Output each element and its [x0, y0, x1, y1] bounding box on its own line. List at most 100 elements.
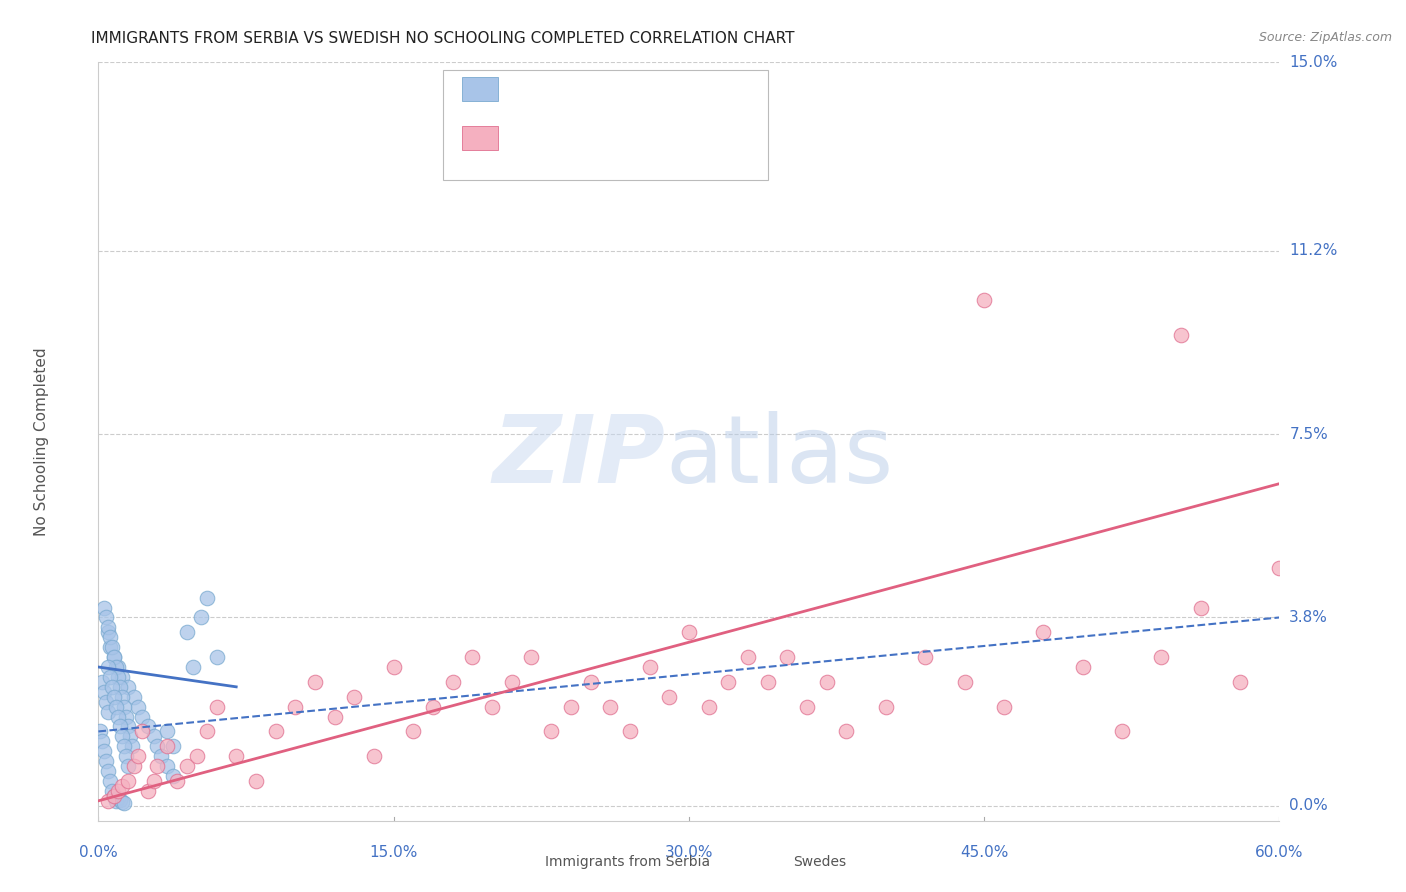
- Point: [156, 724, 179, 739]
- Point: [520, 650, 543, 665]
- Point: [97, 660, 120, 674]
- Point: [97, 764, 120, 778]
- Point: [111, 730, 134, 744]
- Point: [796, 699, 818, 714]
- Point: [111, 690, 134, 704]
- Point: [264, 724, 287, 739]
- Point: [1071, 660, 1094, 674]
- Point: [245, 774, 267, 789]
- Point: [776, 650, 799, 665]
- Point: [117, 680, 139, 694]
- Point: [108, 719, 131, 733]
- Text: Source: ZipAtlas.com: Source: ZipAtlas.com: [1258, 31, 1392, 45]
- Point: [121, 739, 143, 754]
- Point: [1170, 328, 1192, 343]
- Point: [93, 744, 115, 758]
- Point: [117, 759, 139, 773]
- Text: 7.5%: 7.5%: [1289, 426, 1329, 442]
- Point: [96, 695, 118, 709]
- Point: [717, 674, 740, 689]
- Point: [382, 660, 405, 674]
- Text: 45.0%: 45.0%: [960, 846, 1008, 861]
- Point: [225, 749, 247, 764]
- Point: [105, 794, 128, 808]
- Text: 0.0%: 0.0%: [79, 846, 118, 861]
- Point: [108, 793, 131, 807]
- Point: [1189, 600, 1212, 615]
- Text: R = 0.607: R = 0.607: [508, 131, 585, 145]
- Point: [98, 640, 121, 655]
- FancyBboxPatch shape: [758, 852, 789, 874]
- Point: [599, 699, 621, 714]
- Point: [195, 591, 218, 605]
- Point: [98, 774, 121, 789]
- Point: [127, 699, 149, 714]
- Point: [441, 674, 464, 689]
- Point: [107, 791, 129, 805]
- Point: [142, 774, 165, 789]
- Point: [815, 674, 838, 689]
- Point: [875, 699, 897, 714]
- Point: [176, 759, 198, 773]
- Point: [96, 754, 118, 768]
- Point: [146, 739, 169, 754]
- Point: [481, 699, 503, 714]
- Text: 15.0%: 15.0%: [370, 846, 418, 861]
- Point: [195, 724, 218, 739]
- Point: [402, 724, 425, 739]
- Point: [98, 670, 121, 684]
- Point: [103, 690, 125, 704]
- FancyBboxPatch shape: [512, 852, 543, 874]
- Point: [93, 600, 115, 615]
- Point: [97, 625, 120, 640]
- Point: [579, 674, 602, 689]
- Point: [304, 674, 326, 689]
- Point: [103, 789, 125, 803]
- Point: [105, 699, 128, 714]
- Point: [205, 699, 228, 714]
- Text: Swedes: Swedes: [793, 855, 846, 870]
- Text: IMMIGRANTS FROM SERBIA VS SWEDISH NO SCHOOLING COMPLETED CORRELATION CHART: IMMIGRANTS FROM SERBIA VS SWEDISH NO SCH…: [91, 31, 794, 46]
- Point: [107, 660, 129, 674]
- Point: [363, 749, 385, 764]
- Point: [190, 610, 212, 624]
- Point: [638, 660, 661, 674]
- Point: [146, 759, 169, 773]
- Point: [97, 620, 120, 634]
- Point: [115, 709, 138, 723]
- Point: [115, 749, 138, 764]
- Point: [205, 650, 228, 665]
- Text: ZIP: ZIP: [492, 410, 665, 503]
- Text: N = 62: N = 62: [630, 131, 683, 145]
- Point: [737, 650, 759, 665]
- Point: [103, 650, 125, 665]
- Point: [142, 730, 165, 744]
- Point: [117, 774, 139, 789]
- Point: [540, 724, 562, 739]
- Point: [166, 774, 188, 789]
- Point: [131, 724, 153, 739]
- Point: [150, 749, 173, 764]
- FancyBboxPatch shape: [463, 126, 498, 151]
- Point: [96, 610, 118, 624]
- Point: [181, 660, 204, 674]
- Point: [112, 797, 135, 811]
- Point: [111, 795, 134, 809]
- Text: N = 65: N = 65: [630, 81, 683, 96]
- Point: [118, 730, 141, 744]
- FancyBboxPatch shape: [443, 70, 768, 180]
- Text: 15.0%: 15.0%: [1289, 55, 1337, 70]
- Point: [422, 699, 444, 714]
- Point: [136, 784, 159, 798]
- Point: [105, 660, 128, 674]
- Point: [111, 779, 134, 793]
- Point: [97, 794, 120, 808]
- Point: [953, 674, 976, 689]
- Text: Immigrants from Serbia: Immigrants from Serbia: [546, 855, 710, 870]
- Point: [973, 293, 995, 308]
- Point: [993, 699, 1015, 714]
- Point: [112, 739, 135, 754]
- Point: [835, 724, 858, 739]
- Point: [97, 705, 120, 719]
- Point: [103, 789, 125, 803]
